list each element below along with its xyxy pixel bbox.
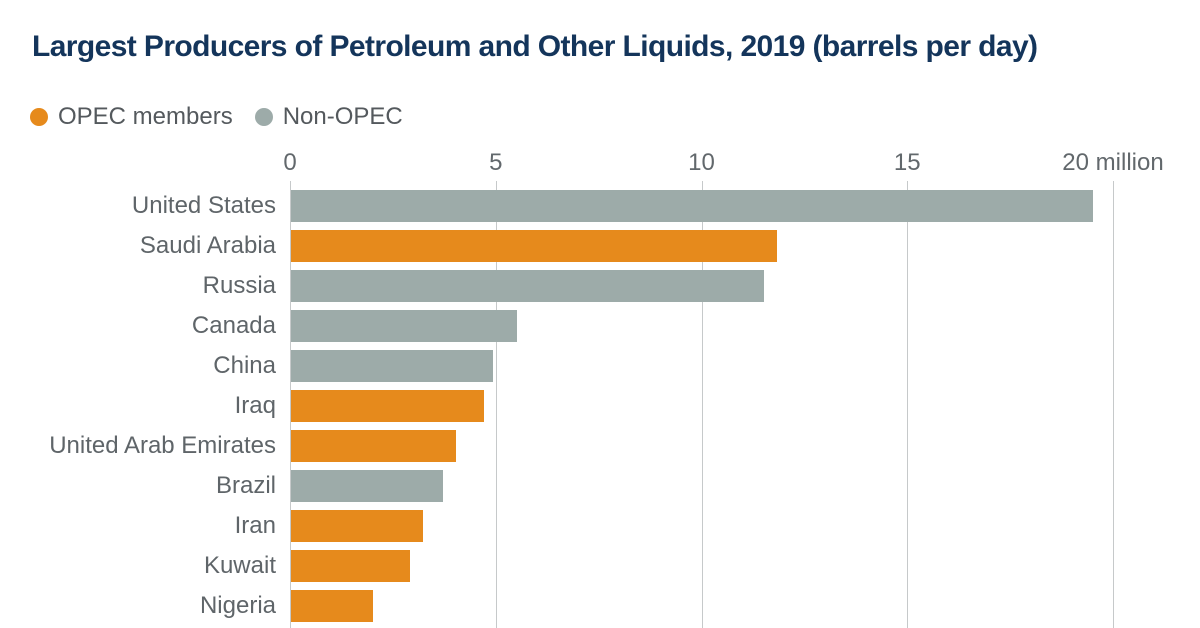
legend-item-opec: OPEC members xyxy=(30,103,233,131)
gridline xyxy=(495,181,497,628)
row-label: Iraq xyxy=(234,392,276,419)
x-tick-label: 10 xyxy=(688,149,715,176)
row-label: Brazil xyxy=(215,472,276,499)
bar-opec xyxy=(291,590,373,622)
row-label: Russia xyxy=(202,272,276,299)
bar-non_opec xyxy=(291,350,493,382)
bar-non_opec xyxy=(291,190,1093,222)
bar-opec xyxy=(291,550,410,582)
row-label: Nigeria xyxy=(199,592,276,619)
bar-non_opec xyxy=(291,270,764,302)
bar-opec xyxy=(291,230,777,262)
row-label: China xyxy=(213,352,276,379)
row-label: Kuwait xyxy=(203,552,276,579)
non-opec-swatch-icon xyxy=(254,108,273,126)
row-label: Iran xyxy=(234,512,276,539)
bar-opec xyxy=(291,510,423,542)
x-tick-label: 0 xyxy=(283,149,297,176)
gridline xyxy=(1113,181,1114,628)
x-tick-label: 5 xyxy=(489,149,503,176)
gridline xyxy=(907,181,909,628)
chart-title: Largest Producers of Petroleum and Other… xyxy=(32,30,1038,63)
row-label: United States xyxy=(131,192,276,219)
row-label: Saudi Arabia xyxy=(139,232,276,259)
legend-item-non-opec: Non-OPEC xyxy=(254,103,403,131)
legend-label-opec: OPEC members xyxy=(58,103,233,130)
opec-swatch-icon xyxy=(30,108,48,126)
bar-non_opec xyxy=(291,310,517,342)
row-label: United Arab Emirates xyxy=(49,432,276,459)
x-tick-label: 15 xyxy=(893,149,921,176)
x-tick-label: 20 million xyxy=(1062,149,1164,176)
gridline xyxy=(290,181,291,628)
bar-opec xyxy=(291,430,456,462)
row-label: Canada xyxy=(191,312,276,339)
legend: OPEC members Non-OPEC xyxy=(30,103,403,131)
legend-label-non-opec: Non-OPEC xyxy=(282,103,403,130)
bar-opec xyxy=(291,390,484,422)
gridline xyxy=(701,181,703,628)
bar-non_opec xyxy=(291,470,443,502)
